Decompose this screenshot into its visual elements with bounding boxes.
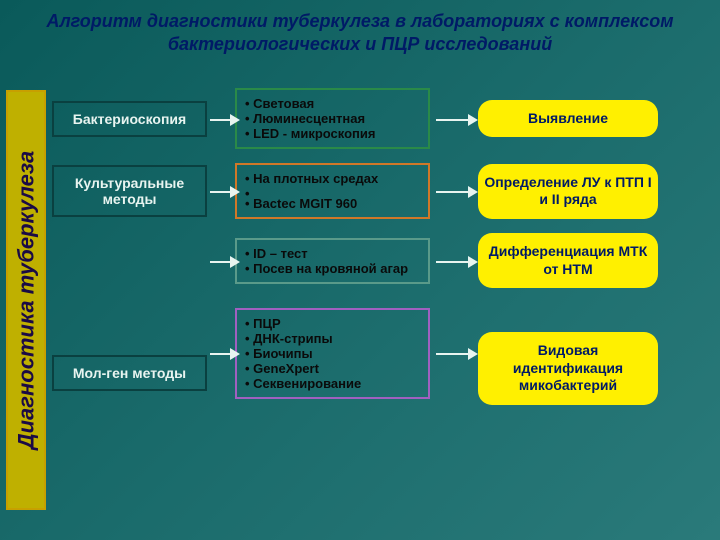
result-box: Дифференциация МТК от НТМ bbox=[478, 233, 658, 288]
arrow-icon bbox=[436, 119, 470, 121]
result-box: Определение ЛУ к ПТП I и II ряда bbox=[478, 164, 658, 219]
diagram-row: ID – тест Посев на кровяной агар Диффере… bbox=[52, 233, 712, 288]
arrow-icon bbox=[210, 119, 232, 121]
method-box: Мол-ген методы bbox=[52, 355, 207, 391]
arrow-icon bbox=[436, 191, 470, 193]
detail-item: ДНК-стрипы bbox=[245, 331, 420, 346]
diagram-row: Культуральные методы На плотных средах B… bbox=[52, 163, 712, 219]
method-box: Бактериоскопия bbox=[52, 101, 207, 137]
details-box: Световая Люминесцентная LED - микроскопи… bbox=[235, 88, 430, 149]
details-box: На плотных средах Bactec MGIT 960 bbox=[235, 163, 430, 219]
arrow-icon bbox=[436, 353, 470, 355]
detail-item: Световая bbox=[245, 96, 420, 111]
method-box: Культуральные методы bbox=[52, 165, 207, 217]
diagram-content: Бактериоскопия Световая Люминесцентная L… bbox=[52, 88, 712, 419]
arrow-icon bbox=[210, 261, 232, 263]
detail-item: LED - микроскопия bbox=[245, 126, 420, 141]
diagram-row: Бактериоскопия Световая Люминесцентная L… bbox=[52, 88, 712, 149]
spacer bbox=[245, 186, 420, 196]
detail-item: Посев на кровяной агар bbox=[245, 261, 420, 276]
sidebar-category: Диагностика туберкулеза bbox=[6, 90, 46, 510]
details-box: ПЦР ДНК-стрипы Биочипы GeneXpert Секвени… bbox=[235, 308, 430, 399]
detail-item: Биочипы bbox=[245, 346, 420, 361]
result-box: Выявление bbox=[478, 100, 658, 138]
detail-item: Секвенирование bbox=[245, 376, 420, 391]
result-box: Видовая идентификация микобактерий bbox=[478, 332, 658, 405]
arrow-icon bbox=[210, 353, 232, 355]
detail-item: ID – тест bbox=[245, 246, 420, 261]
arrow-icon bbox=[210, 191, 232, 193]
detail-item: Люминесцентная bbox=[245, 111, 420, 126]
arrow-icon bbox=[436, 261, 470, 263]
detail-item: На плотных средах bbox=[245, 171, 420, 186]
diagram-row: Мол-ген методы ПЦР ДНК-стрипы Биочипы Ge… bbox=[52, 302, 712, 405]
details-box: ID – тест Посев на кровяной агар bbox=[235, 238, 430, 284]
detail-item: Bactec MGIT 960 bbox=[245, 196, 420, 211]
diagram-title: Алгоритм диагностики туберкулеза в лабор… bbox=[0, 0, 720, 61]
detail-item: GeneXpert bbox=[245, 361, 420, 376]
sidebar-label: Диагностика туберкулеза bbox=[13, 151, 39, 450]
detail-item: ПЦР bbox=[245, 316, 420, 331]
